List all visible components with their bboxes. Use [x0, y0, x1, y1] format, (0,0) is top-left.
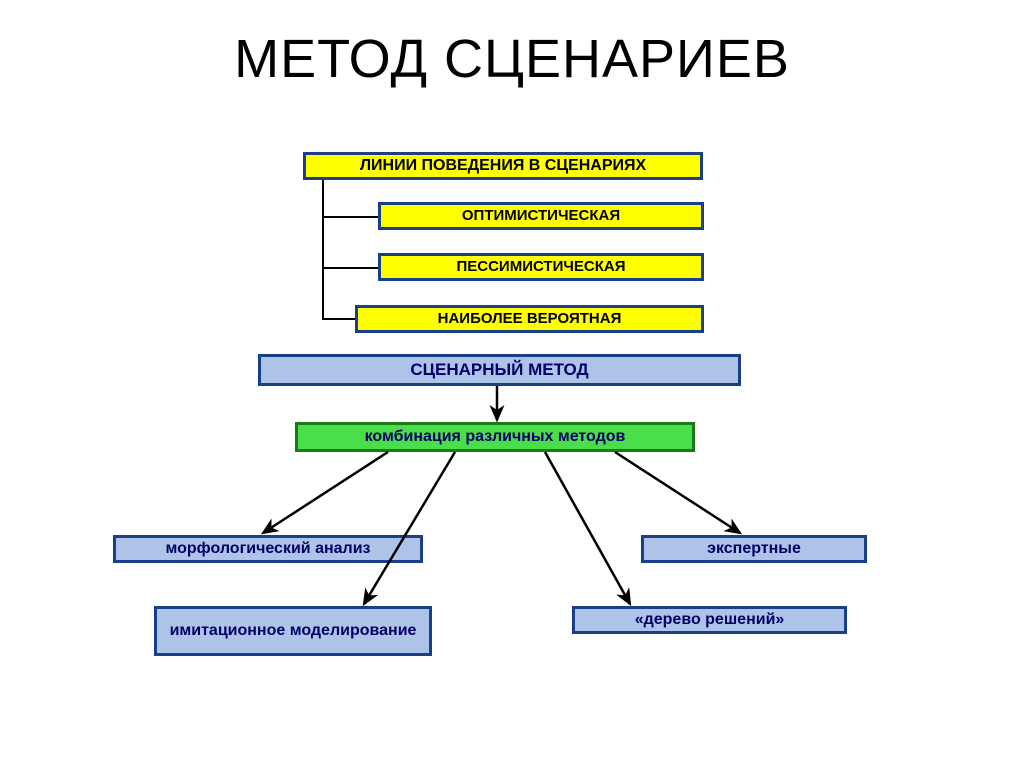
box-optimistic: ОПТИМИСТИЧЕСКАЯ	[378, 202, 704, 230]
box-combination: комбинация различных методов	[295, 422, 695, 452]
box-label: ПЕССИМИСТИЧЕСКАЯ	[456, 258, 625, 275]
box-behavior-lines: ЛИНИИ ПОВЕДЕНИЯ В СЦЕНАРИЯХ	[303, 152, 703, 180]
box-label: НАИБОЛЕЕ ВЕРОЯТНАЯ	[438, 310, 622, 327]
box-label: ОПТИМИСТИЧЕСКАЯ	[462, 207, 620, 224]
slide-root: МЕТОД СЦЕНАРИЕВ ЛИНИИ ПОВЕДЕНИЯ В СЦЕНАР…	[0, 0, 1024, 767]
box-label: имитационное моделирование	[170, 622, 417, 640]
box-label: комбинация различных методов	[365, 428, 626, 446]
box-pessimistic: ПЕССИМИСТИЧЕСКАЯ	[378, 253, 704, 281]
arrow-1	[263, 452, 388, 533]
box-decision-tree: «дерево решений»	[572, 606, 847, 634]
arrow-4	[615, 452, 740, 533]
connector-branch-1	[322, 216, 378, 218]
arrow-3	[545, 452, 630, 604]
box-label: СЦЕНАРНЫЙ МЕТОД	[410, 360, 588, 380]
connector-branch-3	[322, 318, 355, 320]
box-label: экспертные	[707, 540, 801, 558]
box-label: «дерево решений»	[635, 611, 785, 629]
box-label: морфологический анализ	[166, 540, 371, 558]
box-most-probable: НАИБОЛЕЕ ВЕРОЯТНАЯ	[355, 305, 704, 333]
connector-trunk	[322, 180, 324, 318]
connector-branch-2	[322, 267, 378, 269]
box-label: ЛИНИИ ПОВЕДЕНИЯ В СЦЕНАРИЯХ	[360, 157, 646, 175]
box-simulation-modeling: имитационное моделирование	[154, 606, 432, 656]
box-morphological-analysis: морфологический анализ	[113, 535, 423, 563]
arrow-2	[364, 452, 455, 604]
box-scenario-method: СЦЕНАРНЫЙ МЕТОД	[258, 354, 741, 386]
box-expert: экспертные	[641, 535, 867, 563]
slide-title: МЕТОД СЦЕНАРИЕВ	[0, 28, 1024, 90]
